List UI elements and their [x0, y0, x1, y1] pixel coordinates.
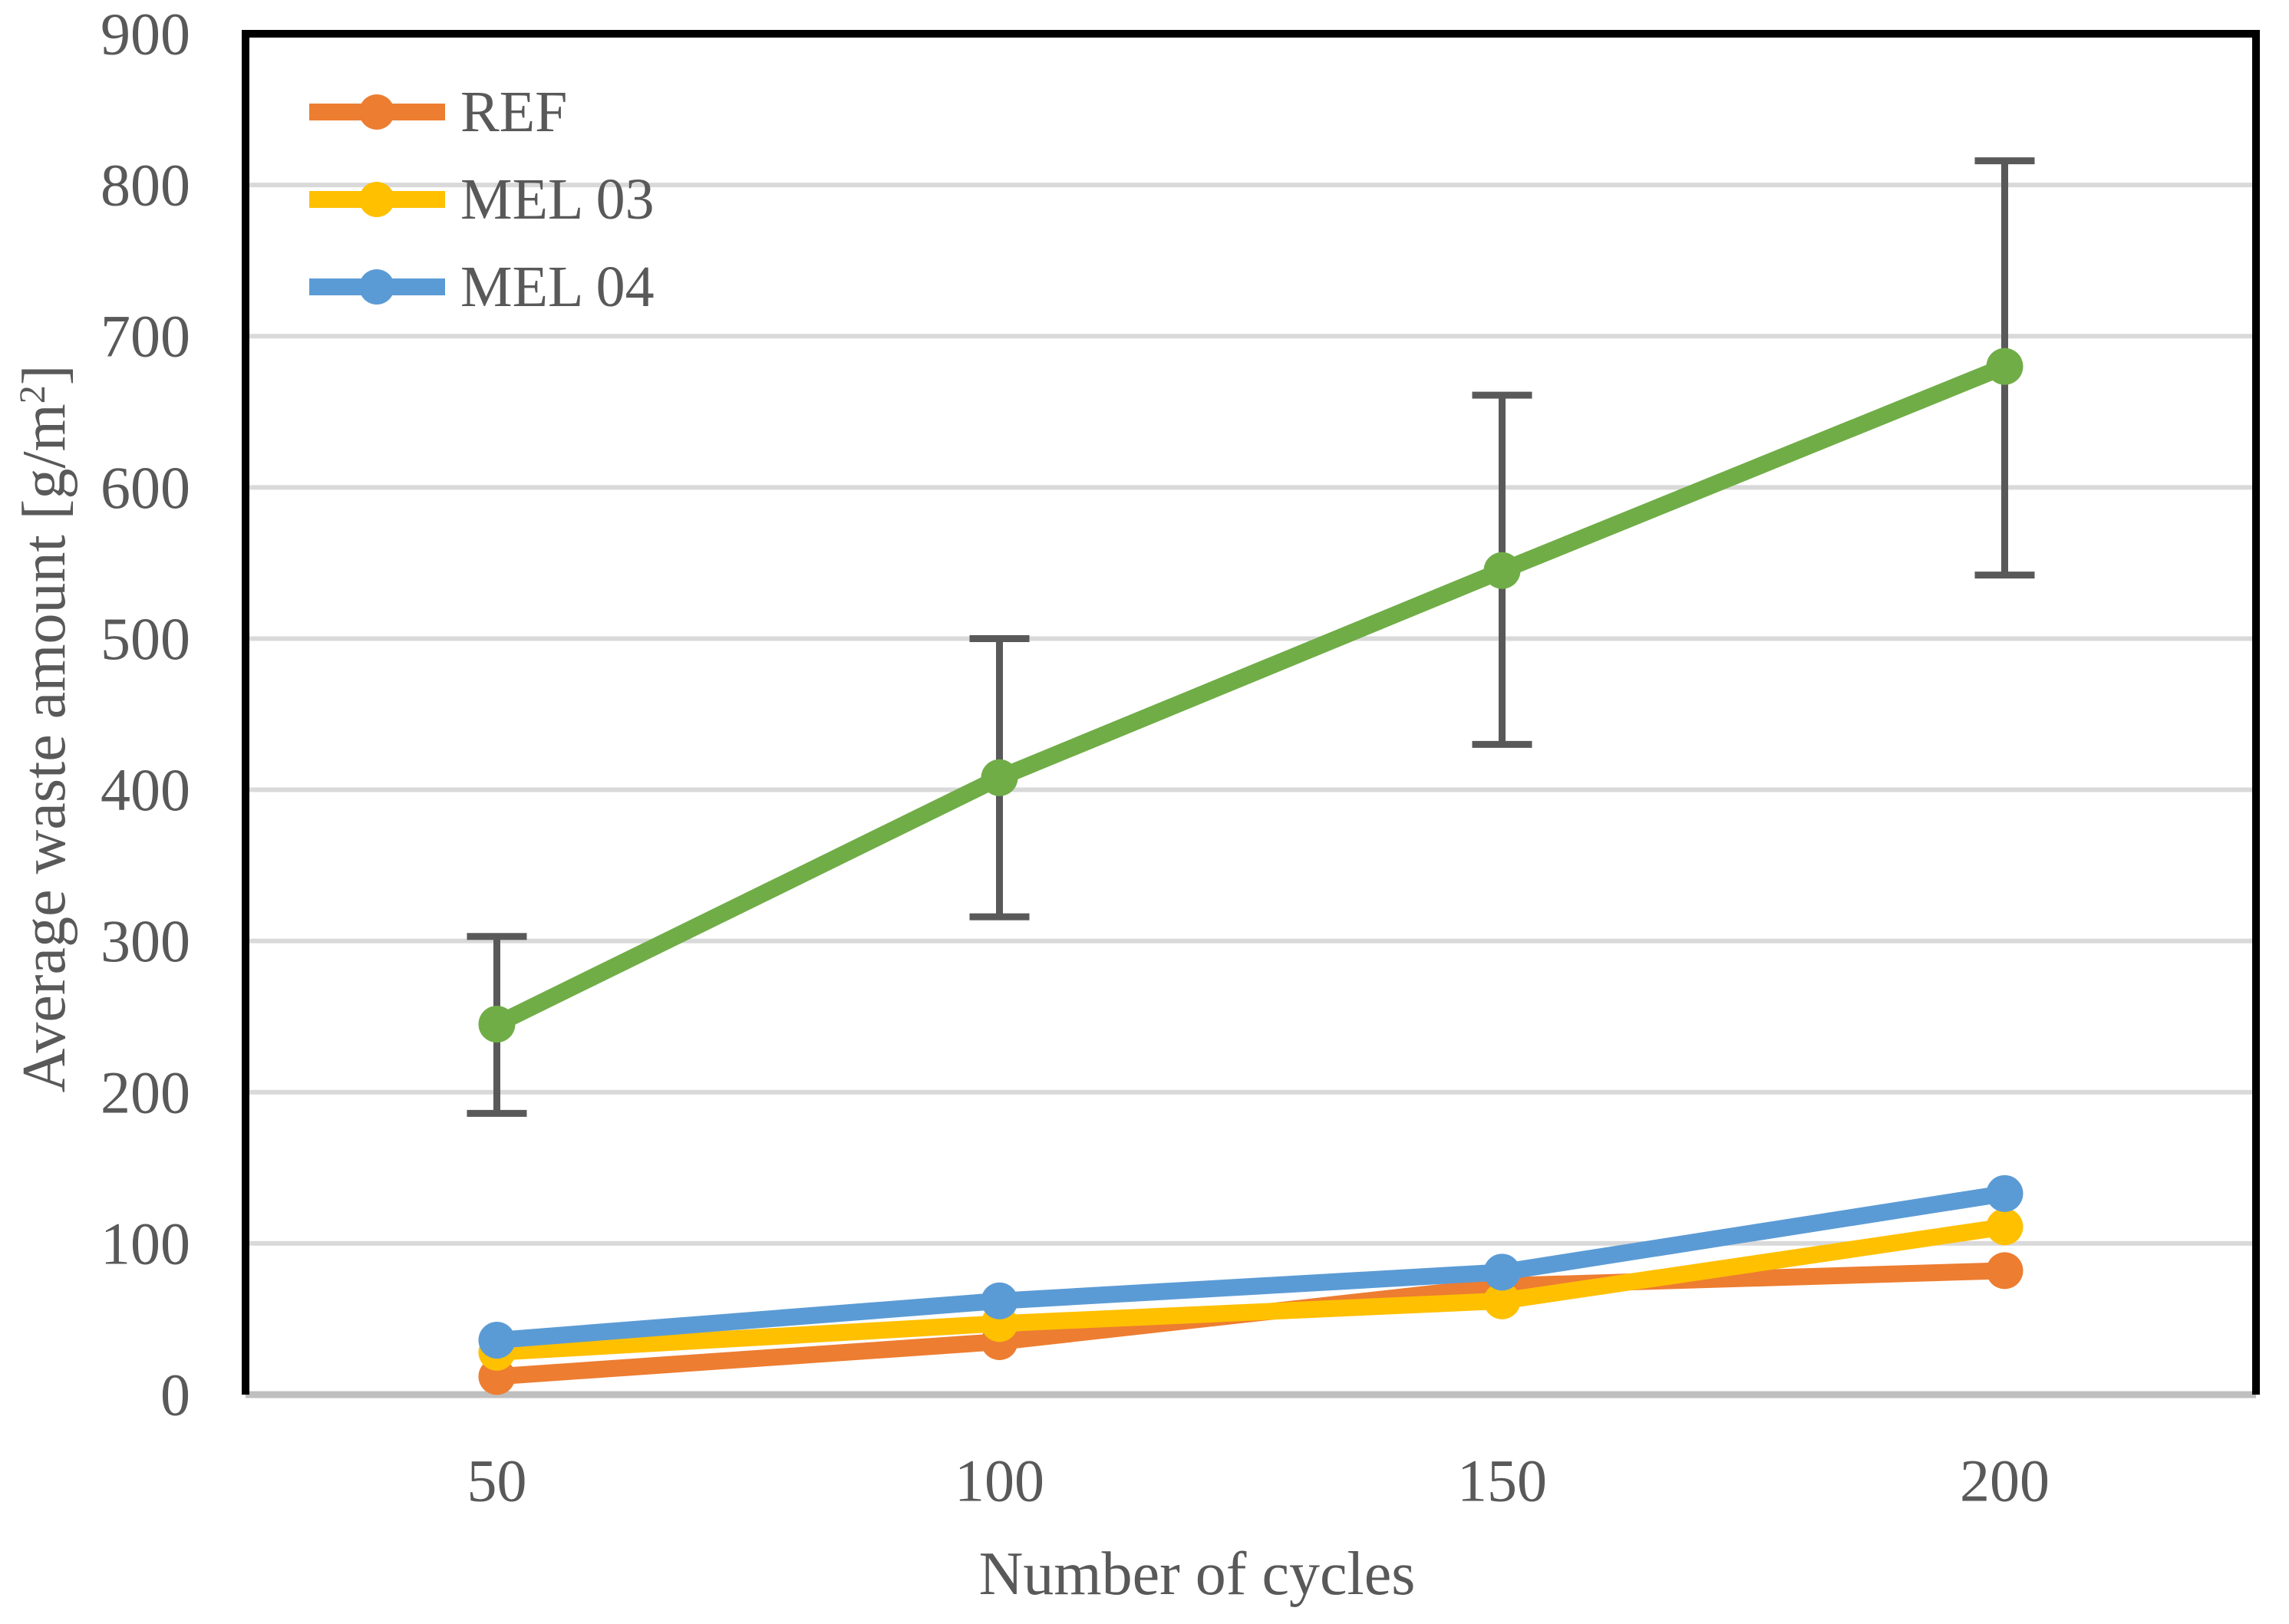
series-line-mel-04	[496, 1184, 2007, 1349]
marker-unlabeled-green	[478, 1006, 516, 1043]
y-tick-label: 400	[101, 756, 190, 823]
y-axis-title-superscript: 2	[12, 385, 53, 404]
series-line-unlabeled-green	[493, 358, 2008, 1032]
marker-mel-04	[1986, 1174, 2023, 1212]
legend-marker-ref	[359, 94, 394, 130]
x-tick-label: 50	[467, 1448, 527, 1514]
legend-label-mel-03: MEL 03	[460, 167, 655, 232]
legend-marker-mel-03	[359, 182, 394, 217]
y-tick-label: 200	[101, 1059, 190, 1125]
legend: REF MEL 03 MEL 04	[309, 80, 655, 319]
x-tick-label: 100	[955, 1448, 1044, 1514]
y-tick-label: 600	[101, 454, 190, 521]
y-tick-label: 700	[101, 303, 190, 370]
marker-mel-04	[1483, 1253, 1521, 1291]
x-tick-labels: 50 100 150 200	[467, 1448, 2050, 1514]
gridlines	[246, 183, 2256, 1398]
data-series	[478, 348, 2023, 1395]
marker-mel-04	[478, 1322, 516, 1359]
y-tick-label: 900	[101, 1, 190, 68]
legend-label-mel-04: MEL 04	[460, 255, 655, 319]
legend-marker-mel-04	[359, 269, 394, 305]
y-axis-title: Average waste amount [g/m2]	[11, 365, 78, 1093]
y-axis-title-main: Average waste amount [g/m	[11, 404, 78, 1092]
x-tick-label: 200	[1960, 1448, 2050, 1514]
plot-border-line	[242, 30, 2260, 1395]
y-tick-label: 800	[101, 152, 190, 219]
marker-unlabeled-green	[1483, 552, 1521, 589]
marker-mel-03	[1483, 1282, 1521, 1319]
series-line-mel-03	[496, 1218, 2007, 1361]
x-axis-title: Number of cycles	[979, 1540, 1416, 1608]
plot-border	[242, 30, 2260, 1395]
marker-unlabeled-green	[981, 759, 1018, 796]
y-tick-label: 500	[101, 605, 190, 672]
marker-ref	[1986, 1252, 2023, 1290]
y-tick-label: 100	[101, 1210, 190, 1276]
y-tick-label: 300	[101, 908, 190, 974]
marker-unlabeled-green	[1986, 348, 2023, 385]
legend-label-ref: REF	[460, 80, 567, 144]
marker-mel-03	[1986, 1208, 2023, 1246]
y-tick-label: 0	[160, 1362, 190, 1428]
marker-mel-04	[981, 1282, 1018, 1319]
y-axis-title-close: ]	[11, 365, 78, 386]
y-tick-labels: 0 100 200 300 400 500 600 700 800 900	[101, 1, 190, 1428]
x-tick-label: 150	[1457, 1448, 1547, 1514]
